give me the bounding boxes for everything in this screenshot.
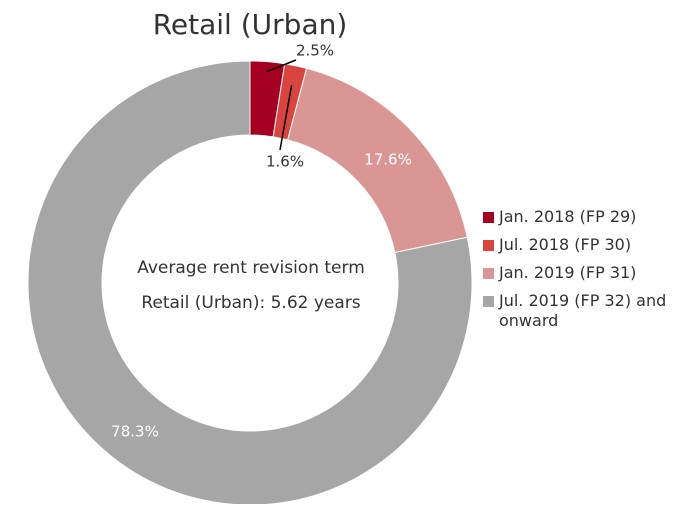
leader-line [279,85,293,151]
legend-label: Jan. 2019 (FP 31) [499,263,637,282]
data-label: 17.6% [364,151,412,169]
legend-label: Jul. 2019 (FP 32) and onward [499,291,667,330]
center-text: Retail (Urban): 5.62 years [141,293,360,313]
legend-label: Jan. 2018 (FP 29) [499,207,637,226]
legend-swatch [483,240,494,251]
data-label: 2.5% [296,42,334,60]
legend-item: Jan. 2019 (FP 31) [483,263,683,283]
legend-swatch [483,212,494,223]
legend-item: Jul. 2019 (FP 32) and onward [483,291,683,331]
leader-line [266,59,297,73]
legend-item: Jul. 2018 (FP 30) [483,235,683,255]
slice [27,60,473,506]
legend-label: Jul. 2018 (FP 30) [499,235,632,254]
legend: Jan. 2018 (FP 29) Jul. 2018 (FP 30) Jan. 2… [483,207,683,339]
legend-swatch [483,296,494,307]
data-label: 1.6% [266,153,304,171]
legend-swatch [483,268,494,279]
legend-item: Jan. 2018 (FP 29) [483,207,683,227]
center-text: Average rent revision term [137,258,365,278]
data-label: 78.3% [111,423,159,441]
chart-title: Retail (Urban) [153,8,348,41]
